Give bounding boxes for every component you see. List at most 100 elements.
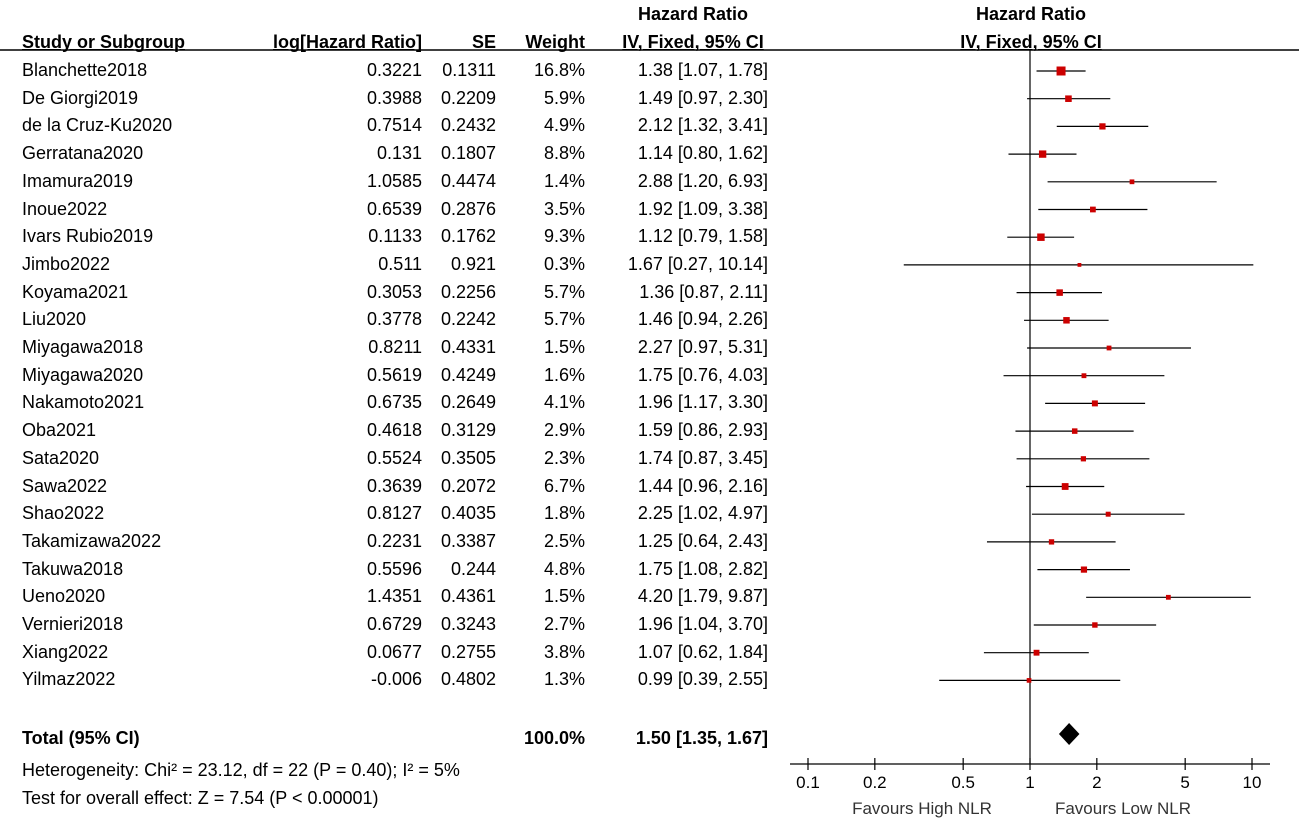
loghr-value: 1.4351 xyxy=(366,586,422,607)
hr-ci-value: 1.75 [1.08, 2.82] xyxy=(637,558,768,579)
hr-ci-value: 2.88 [1.20, 6.93] xyxy=(637,170,768,191)
loghr-value: 1.0585 xyxy=(366,170,422,191)
weight-value: 1.4% xyxy=(543,170,585,191)
study-marker xyxy=(1092,622,1098,628)
study-marker xyxy=(1038,150,1047,158)
weight-value: 4.8% xyxy=(543,558,585,579)
se-value: 0.2876 xyxy=(440,198,496,219)
hr-ci-value: 1.44 [0.96, 2.16] xyxy=(637,475,768,496)
favours-right-label: Favours Low NLR xyxy=(1055,799,1191,818)
hr-ci-value: 2.25 [1.02, 4.97] xyxy=(637,503,768,524)
loghr-value: 0.6735 xyxy=(366,392,422,413)
study-marker xyxy=(1056,66,1066,76)
se-value: 0.2209 xyxy=(440,87,496,108)
weight-value: 3.5% xyxy=(543,198,585,219)
weight-value: 2.3% xyxy=(543,447,585,468)
hr-ci-value: 1.25 [0.64, 2.43] xyxy=(637,530,768,551)
study-marker xyxy=(1080,456,1087,462)
se-value: 0.4474 xyxy=(440,170,496,191)
weight-value: 1.3% xyxy=(543,669,585,690)
weight-value: 4.9% xyxy=(543,115,585,136)
loghr-value: 0.0677 xyxy=(366,641,422,662)
se-value: 0.3129 xyxy=(440,420,496,441)
loghr-value: 0.2231 xyxy=(366,530,422,551)
loghr-value: 0.7514 xyxy=(366,115,422,136)
study-name: Blanchette2018 xyxy=(22,60,148,80)
study-marker xyxy=(1091,400,1098,407)
se-value: 0.1762 xyxy=(440,226,496,247)
hr-ci-value: 1.36 [0.87, 2.11] xyxy=(639,281,768,302)
study-marker xyxy=(1056,289,1063,296)
hr-ci-value: 1.96 [1.17, 3.30] xyxy=(637,392,768,413)
favours-left-label: Favours High NLR xyxy=(852,799,992,818)
total-weight: 100.0% xyxy=(523,728,585,748)
hr-ci-value: 1.49 [0.97, 2.30] xyxy=(637,87,768,108)
study-name: Sawa2022 xyxy=(22,475,108,496)
se-value: 0.2755 xyxy=(440,641,496,662)
study-marker xyxy=(1037,233,1045,241)
se-value: 0.244 xyxy=(450,558,496,579)
loghr-value: 0.8211 xyxy=(368,337,422,357)
weight-value: 6.7% xyxy=(543,475,585,496)
x-tick-label: 10 xyxy=(1243,773,1262,792)
study-name: de la Cruz-Ku2020 xyxy=(22,115,173,136)
study-name: Miyagawa2018 xyxy=(22,337,144,357)
weight-value: 1.5% xyxy=(543,586,585,607)
hr-ci-value: 1.59 [0.86, 2.93] xyxy=(637,420,768,441)
hr-ci-value: 2.27 [0.97, 5.31] xyxy=(637,337,768,357)
se-value: 0.2072 xyxy=(440,475,496,496)
pooled-diamond xyxy=(1058,723,1080,745)
study-name: Ivars Rubio2019 xyxy=(22,226,154,247)
loghr-value: 0.5619 xyxy=(366,364,422,385)
hr-ci-value: 1.14 [0.80, 1.62] xyxy=(637,143,768,164)
study-name: Takamizawa2022 xyxy=(22,530,162,551)
study-marker xyxy=(1099,123,1106,130)
study-marker xyxy=(1033,649,1040,656)
study-name: Imamura2019 xyxy=(22,170,134,191)
se-value: 0.2242 xyxy=(440,309,496,330)
se-value: 0.4249 xyxy=(440,364,496,385)
se-value: 0.4035 xyxy=(440,503,496,524)
weight-value: 16.8% xyxy=(533,60,585,80)
hr-ci-value: 0.99 [0.39, 2.55] xyxy=(637,669,768,690)
se-value: 0.4361 xyxy=(440,586,496,607)
x-tick-label: 5 xyxy=(1180,773,1189,792)
x-tick-label: 0.2 xyxy=(863,773,887,792)
hr-ci-value: 1.74 [0.87, 3.45] xyxy=(637,447,768,468)
loghr-value: 0.6539 xyxy=(366,198,422,219)
hr-ci-value: 1.12 [0.79, 1.58] xyxy=(637,226,768,247)
hr-ci-value: 1.46 [0.94, 2.26] xyxy=(637,309,768,330)
weight-value: 2.7% xyxy=(543,614,585,634)
study-name: Yilmaz2022 xyxy=(22,669,116,690)
study-name: Jimbo2022 xyxy=(22,253,111,274)
study-name: Vernieri2018 xyxy=(22,614,124,634)
se-value: 0.921 xyxy=(450,253,496,274)
study-marker xyxy=(1081,373,1087,379)
study-marker xyxy=(1165,594,1171,600)
loghr-value: 0.6729 xyxy=(366,614,422,634)
weight-value: 2.9% xyxy=(543,420,585,441)
study-marker xyxy=(1026,678,1032,683)
study-name: Koyama2021 xyxy=(22,281,129,302)
se-value: 0.3387 xyxy=(440,530,496,551)
study-name: Ueno2020 xyxy=(22,586,106,607)
weight-value: 3.8% xyxy=(543,641,585,662)
study-marker xyxy=(1065,95,1072,102)
weight-value: 0.3% xyxy=(543,253,585,274)
weight-value: 8.8% xyxy=(543,143,585,164)
hr-ci-value: 1.07 [0.62, 1.84] xyxy=(637,641,768,662)
study-name: Oba2021 xyxy=(22,420,97,441)
x-tick-label: 2 xyxy=(1092,773,1101,792)
study-name: Nakamoto2021 xyxy=(22,392,145,413)
study-name: Xiang2022 xyxy=(22,641,109,662)
study-marker xyxy=(1061,483,1069,490)
study-marker xyxy=(1105,511,1111,517)
study-name: Inoue2022 xyxy=(22,198,108,219)
study-name: De Giorgi2019 xyxy=(22,87,139,108)
se-value: 0.3505 xyxy=(440,447,496,468)
loghr-value: 0.3778 xyxy=(366,309,422,330)
plot-header-sub: IV, Fixed, 95% CI xyxy=(960,32,1102,52)
study-marker xyxy=(1048,539,1055,545)
study-marker xyxy=(1071,428,1078,434)
study-name: Sata2020 xyxy=(22,447,100,468)
